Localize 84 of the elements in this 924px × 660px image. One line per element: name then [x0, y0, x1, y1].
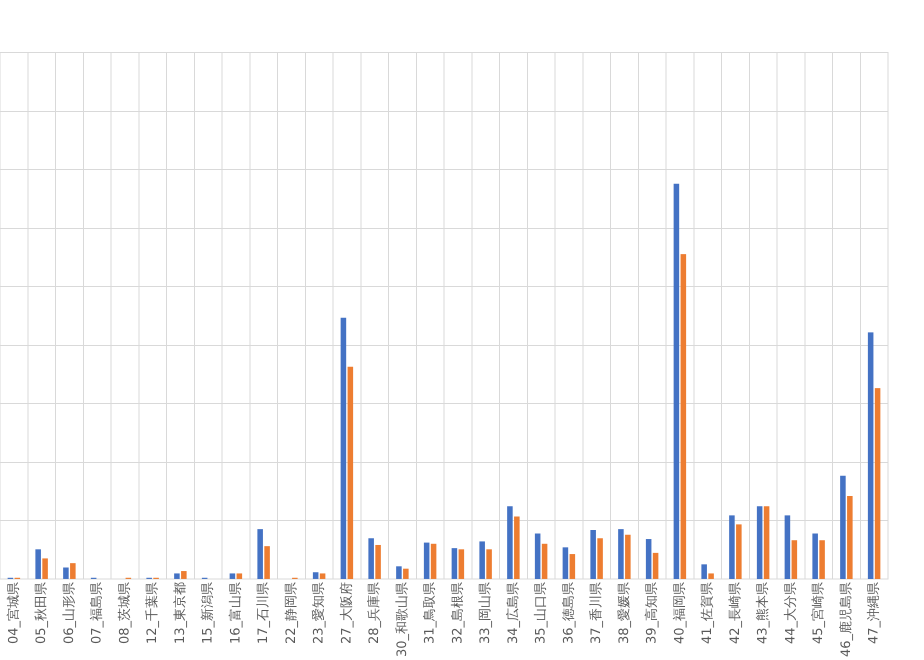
x-tick-label: 38_愛媛県 — [616, 582, 632, 644]
x-tick-label: 06_山形県 — [62, 582, 77, 644]
x-tick-label: 08_茨城県 — [117, 582, 132, 644]
bar — [652, 552, 658, 579]
x-tick-label: 07_福島県 — [90, 582, 104, 644]
bar — [42, 558, 48, 579]
bar — [35, 549, 41, 579]
bar — [562, 547, 568, 579]
x-tick-label: 34_広島県 — [504, 582, 521, 644]
bar — [340, 318, 346, 579]
x-tick-label: 31_鳥取県 — [422, 582, 438, 644]
x-tick-label: 46_鹿児島県 — [838, 582, 854, 658]
bar — [368, 538, 374, 579]
x-tick-label: 43_熊本県 — [756, 582, 770, 644]
x-tick-label: 28_兵庫県 — [366, 582, 382, 644]
bar — [646, 539, 652, 579]
bar — [486, 549, 492, 579]
x-tick-label: 44_大分県 — [783, 582, 798, 644]
bar — [174, 573, 180, 579]
x-tick-label: 27_大阪府 — [338, 582, 354, 644]
x-tick-label: 47_沖縄県 — [866, 582, 882, 644]
x-tick-label: 23_愛知県 — [312, 582, 326, 644]
bar — [479, 541, 485, 579]
bar — [542, 544, 548, 579]
x-tick-label: 40_福岡県 — [672, 582, 688, 644]
bar — [320, 573, 326, 579]
bar — [618, 529, 624, 579]
x-tick-label: 35_山口県 — [534, 582, 548, 644]
bar — [597, 538, 603, 579]
bar — [264, 546, 270, 579]
bar — [729, 515, 735, 579]
bar — [312, 572, 318, 579]
bar — [230, 573, 236, 579]
bar — [840, 476, 846, 579]
bar — [430, 544, 436, 579]
bar — [708, 573, 714, 579]
bar — [181, 571, 187, 579]
x-tick-label: 13_東京都 — [172, 582, 188, 644]
bar — [403, 568, 409, 579]
x-tick-label: 32_島根県 — [450, 582, 466, 644]
x-tick-label: 16_富山県 — [227, 582, 244, 644]
x-tick-label: 12_千葉県 — [145, 582, 160, 644]
bar — [625, 534, 631, 579]
bar — [63, 567, 69, 579]
x-tick-label: 45_宮崎県 — [810, 582, 826, 644]
x-tick-label: 37_香川県 — [589, 582, 604, 644]
x-tick-label: 15_新潟県 — [200, 582, 216, 644]
x-tick-label: 42_長崎県 — [728, 582, 743, 644]
bar — [534, 534, 540, 579]
x-tick-label: 17_石川県 — [256, 582, 271, 644]
bar — [570, 554, 576, 579]
bar — [819, 540, 825, 579]
bar — [257, 529, 263, 579]
bar — [792, 540, 798, 579]
bar — [396, 566, 402, 579]
bar — [784, 515, 790, 579]
x-tick-label: 30_和歌山県 — [394, 582, 410, 658]
x-tick-label: 36_徳島県 — [561, 582, 576, 644]
bar — [458, 549, 464, 579]
bar — [812, 534, 818, 579]
bar — [348, 366, 354, 579]
bar — [674, 184, 680, 579]
bar — [764, 506, 770, 579]
bar — [868, 332, 874, 579]
bar — [680, 254, 686, 579]
bar — [507, 506, 513, 579]
x-tick-label: 22_静岡県 — [284, 582, 299, 644]
x-tick-label: 41_佐賀県 — [700, 582, 715, 644]
bar — [452, 548, 458, 579]
bar — [847, 496, 853, 579]
x-tick-label: 05_秋田県 — [34, 582, 49, 644]
bar — [514, 516, 520, 579]
bar — [736, 524, 742, 579]
bar — [874, 388, 880, 579]
bar — [70, 563, 76, 579]
bar — [375, 544, 381, 579]
bar — [424, 542, 430, 579]
bar — [756, 506, 762, 579]
bar — [590, 530, 596, 579]
bar — [701, 564, 707, 579]
x-tick-label: 04_宮城県 — [5, 582, 22, 644]
bar — [236, 573, 242, 579]
x-tick-label: 33_岡山県 — [478, 582, 493, 644]
x-tick-label: 39_高知県 — [644, 582, 660, 644]
